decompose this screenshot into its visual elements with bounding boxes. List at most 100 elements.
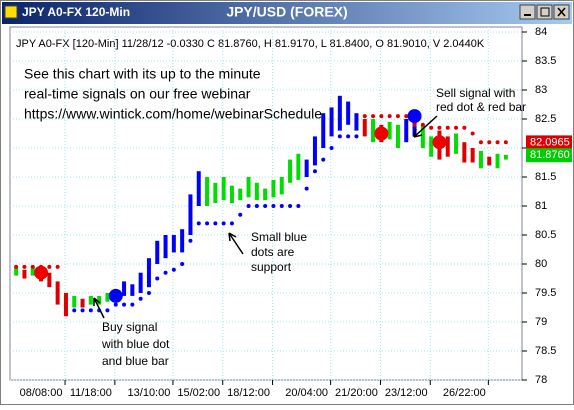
support-dot: [254, 204, 259, 208]
price-bar: [279, 177, 284, 195]
support-dot: [279, 204, 284, 208]
price-bar: [213, 182, 218, 204]
y-tick-label: 78: [535, 374, 547, 386]
x-tick-label: 18/12:00: [227, 387, 270, 399]
y-tick-label: 81: [535, 200, 547, 212]
resistance-dot: [404, 114, 409, 119]
resistance-dot: [412, 122, 417, 127]
price-bar: [254, 182, 259, 201]
title-bar: [2, 2, 572, 24]
price-bar: [105, 293, 110, 302]
resistance-dot: [55, 264, 60, 269]
price-bar: [445, 136, 450, 157]
support-dot: [312, 169, 317, 174]
price-bar: [354, 113, 359, 131]
support-dot: [80, 308, 85, 313]
window-title: JPY A0-FX 120-Min: [22, 5, 130, 19]
resistance-dot: [47, 264, 52, 269]
price-bar: [55, 281, 60, 305]
annotation: support: [251, 260, 292, 274]
price-bar: [72, 295, 77, 308]
price-bar: [503, 154, 508, 160]
price-tag-label: 82.0965: [530, 136, 570, 148]
support-dot: [337, 134, 342, 139]
price-tag-label: 81.8760: [530, 149, 570, 161]
y-tick-label: 78.5: [535, 345, 556, 357]
signal-dot: [407, 109, 422, 124]
arrows: [93, 115, 438, 319]
resistance-dot: [395, 114, 400, 119]
price-bar: [462, 142, 467, 163]
annotation: Small blue: [251, 230, 307, 244]
resistance-dot: [437, 125, 442, 130]
resistance-dot: [22, 264, 27, 269]
price-bar: [404, 119, 409, 143]
annotation: Buy signal: [102, 320, 157, 334]
support-dot: [146, 291, 151, 295]
price-bar: [180, 229, 185, 253]
price-bar: [263, 188, 268, 201]
price-bar: [346, 101, 351, 125]
price-bar: [130, 284, 135, 296]
support-dot: [229, 221, 234, 226]
support-dot: [213, 221, 218, 226]
x-tick-label: 20/04:00: [285, 387, 328, 399]
support-dot: [221, 221, 226, 226]
price-bar: [155, 240, 160, 264]
price-bar: [337, 95, 342, 131]
support-dot: [88, 308, 93, 313]
price-bar: [205, 177, 210, 206]
resistance-dot: [371, 114, 376, 119]
y-tick-label: 79: [535, 316, 547, 328]
price-bar: [420, 124, 425, 148]
price-bar: [88, 295, 93, 305]
y-tick-label: 80: [535, 258, 547, 270]
info-line: JPY A0-FX [120-Min] 11/28/12 -0.0330 C 8…: [16, 38, 485, 50]
annotation: See this chart with its up to the minute: [24, 66, 261, 82]
price-bar: [221, 177, 226, 201]
price-bar: [271, 179, 276, 198]
y-tick-label: 81.5: [535, 171, 556, 183]
y-tick-label: 83: [535, 84, 547, 96]
resistance-dot: [387, 114, 392, 119]
support-dot: [346, 134, 351, 139]
price-bar: [304, 159, 309, 177]
resistance-dot: [503, 140, 508, 145]
minimize-button[interactable]: [519, 4, 536, 20]
maximize-button[interactable]: [536, 4, 553, 20]
support-dot: [238, 212, 243, 217]
price-bar: [63, 293, 68, 317]
price-bar: [470, 148, 475, 163]
resistance-dot: [30, 264, 35, 269]
price-bar: [246, 177, 251, 198]
x-tick-label: 23/12:00: [385, 387, 428, 399]
price-tag: [526, 148, 572, 163]
chart-title: JPY/USD (FOREX): [226, 4, 347, 20]
window-buttons: [519, 4, 570, 20]
price-bar: [312, 136, 317, 166]
signal-dot: [374, 126, 389, 141]
support-dot: [113, 302, 118, 307]
price-bar: [238, 188, 243, 201]
support-dot: [171, 267, 176, 272]
support-dot: [205, 221, 210, 226]
support-dot: [196, 221, 201, 226]
price-bar: [30, 266, 35, 276]
price-bar: [387, 121, 392, 140]
price-bar: [371, 119, 376, 143]
price-bar: [362, 119, 367, 137]
resistance-dot: [429, 125, 434, 130]
price-bar: [495, 153, 500, 169]
resistance-dot: [478, 140, 483, 145]
resistance-dot: [420, 122, 425, 127]
price-bar: [296, 153, 301, 180]
signal-dot: [34, 265, 49, 280]
support-dot: [321, 157, 326, 162]
price-bar: [478, 150, 483, 169]
annotation: red dot & red bar: [436, 100, 526, 114]
support-dot: [304, 186, 309, 191]
price-bar: [146, 258, 151, 288]
price-bar: [14, 266, 19, 276]
price-bar: [122, 281, 127, 296]
